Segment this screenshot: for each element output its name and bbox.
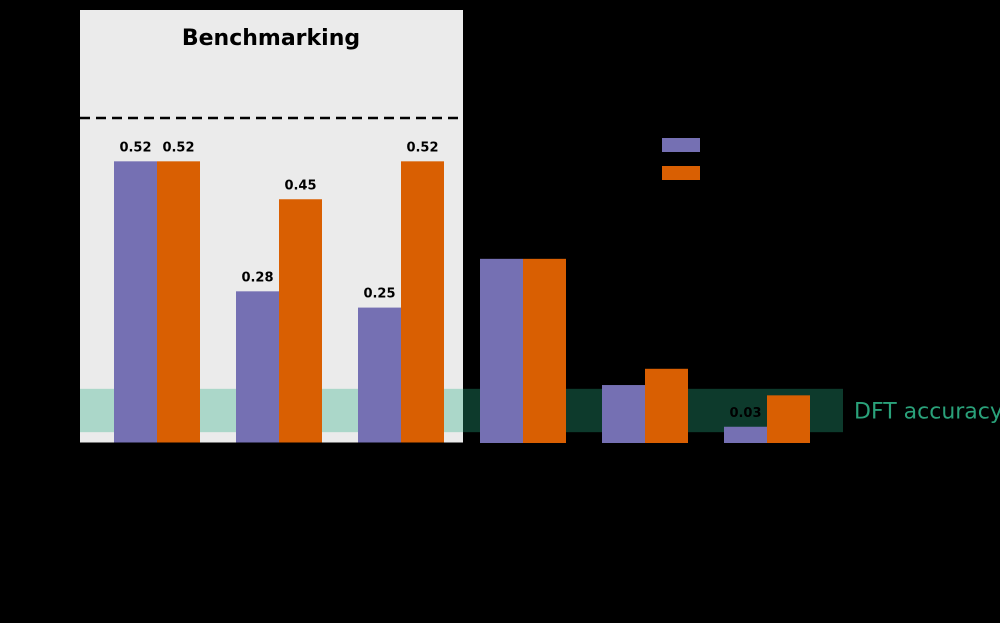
bar-series-1-group-6 — [724, 426, 767, 443]
legend — [662, 138, 700, 180]
legend-swatch-series-2 — [662, 166, 700, 180]
legend-swatch-series-1 — [662, 138, 700, 152]
dft-accuracy-label: DFT accuracy — [854, 400, 1000, 425]
value-label-series-1-group-2: 0.28 — [241, 270, 273, 285]
bar-series-2-group-5 — [645, 368, 688, 443]
bar-series-1-group-4 — [480, 258, 523, 443]
bar-series-1-group-2 — [236, 291, 279, 443]
value-label-series-1-group-3: 0.25 — [363, 287, 395, 302]
bar-series-2-group-4 — [523, 258, 566, 443]
bar-series-2-group-3 — [401, 161, 444, 444]
value-label-series-2-group-1: 0.52 — [162, 140, 194, 155]
value-label-series-2-group-3: 0.52 — [406, 140, 438, 155]
bar-series-1-group-1 — [114, 161, 157, 444]
bar-series-1-group-3 — [358, 307, 401, 443]
value-label-series-1-group-6: 0.03 — [729, 406, 761, 421]
bar-series-1-group-5 — [602, 385, 645, 443]
bar-series-2-group-1 — [157, 161, 200, 444]
bar-series-2-group-2 — [279, 199, 322, 443]
value-label-series-2-group-2: 0.45 — [284, 178, 316, 193]
bar-series-2-group-6 — [767, 395, 810, 443]
benchmark-title: Benchmarking — [182, 26, 360, 51]
value-label-series-1-group-1: 0.52 — [119, 140, 151, 155]
